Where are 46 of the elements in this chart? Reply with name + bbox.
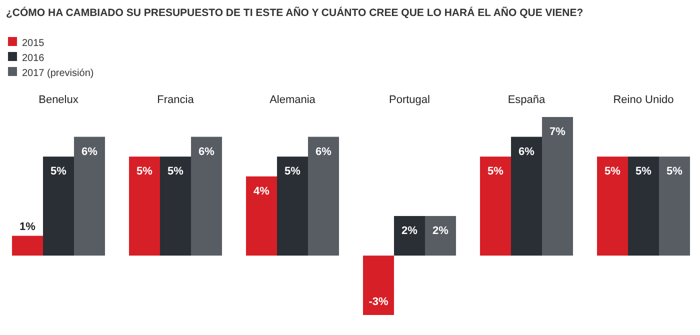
- bar: [363, 256, 394, 315]
- bar: [425, 216, 456, 256]
- data-label: 2%: [432, 225, 449, 237]
- bar: [628, 156, 659, 256]
- bar: [394, 216, 425, 256]
- data-label: 5%: [636, 166, 652, 178]
- x-tick-label: Alemania: [270, 94, 316, 106]
- bar: [277, 156, 308, 256]
- data-label: 5%: [284, 166, 301, 178]
- data-label: 6%: [518, 146, 535, 158]
- legend-label: 2016: [22, 53, 45, 64]
- bar: [12, 236, 43, 256]
- data-label: 5%: [666, 166, 683, 178]
- data-label: 5%: [604, 166, 621, 178]
- data-label: 5%: [168, 166, 184, 178]
- data-label: 5%: [488, 166, 504, 178]
- data-label: 4%: [254, 185, 270, 198]
- data-label: 7%: [550, 126, 566, 138]
- bar: [659, 156, 690, 256]
- chart-title: ¿CÓMO HA CAMBIADO SU PRESUPUESTO DE TI ESTE AÑO Y CUÁNTO CREE QUE LO HARÁ EL AÑO QUE VIENE?: [6, 6, 584, 19]
- data-label: -3%: [368, 296, 388, 308]
- bar: [160, 156, 191, 256]
- bar: [191, 136, 222, 256]
- x-tick-label: Benelux: [38, 94, 79, 106]
- bar: [308, 136, 339, 256]
- x-tick-label: Francia: [157, 94, 195, 106]
- x-tick-label: Reino Unido: [613, 94, 674, 106]
- data-label: 6%: [82, 146, 98, 158]
- data-label: 1%: [20, 220, 36, 233]
- data-label: 5%: [50, 166, 67, 178]
- bar: [129, 156, 160, 256]
- bar: [511, 136, 542, 256]
- bar: [542, 117, 573, 256]
- x-tick-label: Portugal: [389, 94, 430, 106]
- legend-label: 2017 (previsión): [22, 68, 94, 79]
- x-tick-label: España: [508, 94, 546, 106]
- data-label: 6%: [198, 146, 215, 158]
- bar: [480, 156, 511, 256]
- bar: [246, 176, 277, 256]
- legend-label: 2015: [22, 38, 45, 49]
- data-label: 6%: [316, 146, 332, 158]
- bar: [597, 156, 628, 256]
- bar: [74, 136, 105, 256]
- data-label: 5%: [136, 166, 153, 178]
- bar: [43, 156, 74, 256]
- data-label: 2%: [402, 225, 418, 237]
